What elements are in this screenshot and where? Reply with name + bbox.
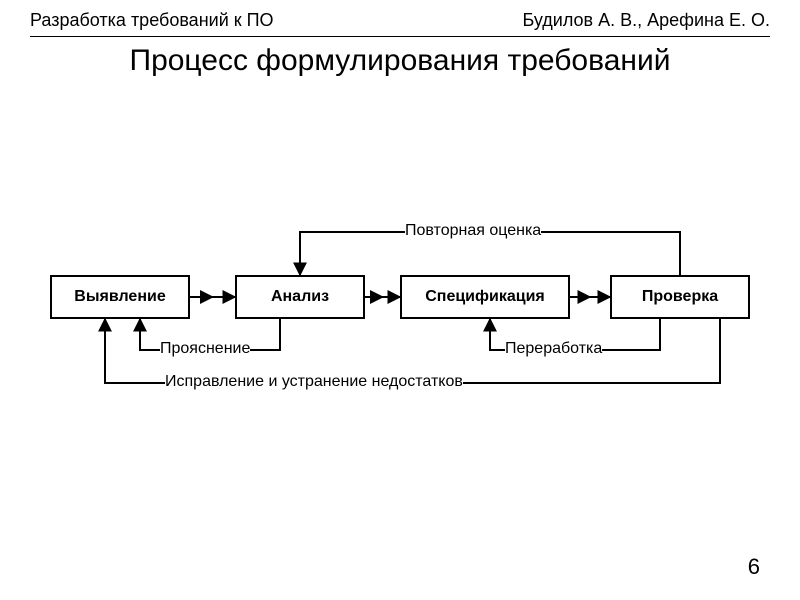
feedback-label-fb-fix: Исправление и устранение недостатков xyxy=(165,373,463,391)
feedback-label-fb-rework: Переработка xyxy=(505,340,602,358)
flow-node-n1: Выявление xyxy=(50,275,190,319)
flow-node-n4: Проверка xyxy=(610,275,750,319)
feedback-label-fb-top: Повторная оценка xyxy=(405,222,541,240)
flow-node-n3: Спецификация xyxy=(400,275,570,319)
flowchart: Выявление Анализ Спецификация Проверка Повто… xyxy=(0,0,800,600)
feedback-label-fb-clarify: Прояснение xyxy=(160,340,250,358)
flow-node-n2: Анализ xyxy=(235,275,365,319)
